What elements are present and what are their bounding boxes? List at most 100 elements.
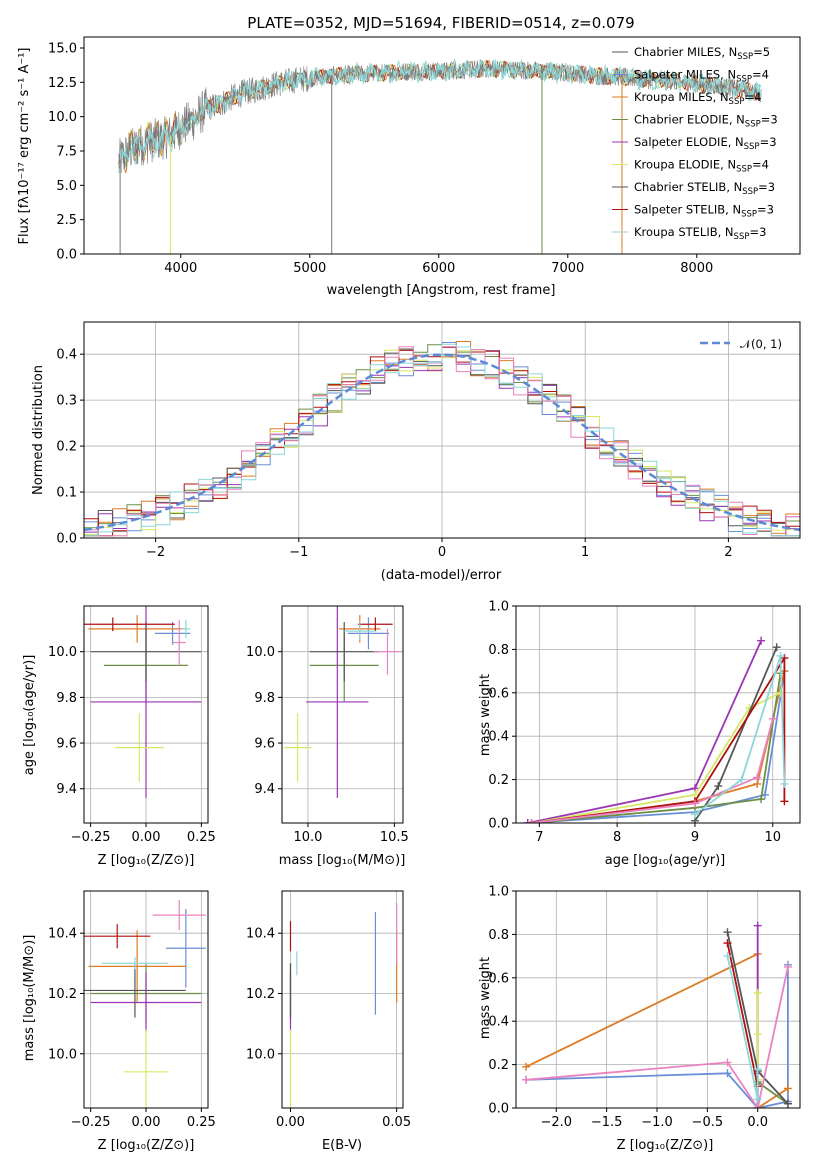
axes-frame bbox=[515, 890, 801, 1109]
plot-area bbox=[282, 891, 403, 1108]
weight-point-marker bbox=[522, 1062, 531, 1071]
y-tick-label: 15.0 bbox=[48, 41, 77, 56]
weight-vs-metallicity-panel: Z [log₁₀(Z/Z⊙)] mass weight −2.0 −1.5 −1.0… bbox=[478, 885, 801, 1153]
weight-point-marker bbox=[723, 1058, 732, 1067]
residual-histogram-step bbox=[84, 343, 800, 537]
plot-area bbox=[282, 606, 403, 823]
legend-entry: Chabrier STELIB, NSSP=3 bbox=[634, 180, 775, 197]
legend-entry: 𝒩(0, 1) bbox=[740, 337, 782, 351]
weight-series-line bbox=[526, 964, 789, 1108]
axes-frame bbox=[83, 321, 801, 539]
massZ-xlabel: Z [log₁₀(Z/Z⊙)] bbox=[98, 1138, 195, 1153]
x-tick-label: 0 bbox=[438, 545, 446, 560]
residuals-ylabel: Normed distribution bbox=[31, 365, 46, 495]
x-tick-label: 9 bbox=[691, 830, 699, 845]
y-tick-label: 0.8 bbox=[488, 643, 509, 658]
plot-area bbox=[516, 891, 800, 1108]
mass-vs-metallicity-panel: Z [log₁₀(Z/Z⊙)] mass [log₁₀(M/M⊙)] −0.25… bbox=[22, 890, 216, 1153]
x-tick-label: −0.25 bbox=[71, 830, 111, 845]
x-tick-label: 6000 bbox=[422, 261, 455, 276]
y-tick-label: 10.0 bbox=[48, 645, 77, 660]
spectrum-ylabel: Flux [fλ10⁻¹⁷ erg cm⁻² s⁻¹ A⁻¹] bbox=[17, 48, 32, 245]
y-tick-label: 10.2 bbox=[246, 987, 275, 1002]
y-tick-label: 0.4 bbox=[488, 730, 509, 745]
x-tick-label: 10 bbox=[764, 830, 781, 845]
age-vs-metallicity-panel: Z [log₁₀(Z/Z⊙)] age [log₁₀(age/yr)] −0.2… bbox=[22, 605, 216, 868]
x-tick-label: 7000 bbox=[551, 261, 584, 276]
y-tick-label: 1.0 bbox=[488, 600, 509, 615]
x-tick-label: 0.00 bbox=[132, 830, 161, 845]
weight-point-marker bbox=[783, 962, 792, 971]
weight-point-marker bbox=[523, 819, 532, 823]
weight-point-marker bbox=[753, 1095, 762, 1104]
weight-point-marker bbox=[780, 779, 789, 788]
wAge-ylabel: mass weight bbox=[478, 674, 493, 756]
y-tick-label: 5.0 bbox=[56, 179, 77, 194]
x-tick-label: −2 bbox=[146, 545, 165, 560]
x-tick-label: −2.0 bbox=[540, 1115, 572, 1130]
weight-point-marker bbox=[723, 1069, 732, 1078]
plot-area bbox=[84, 606, 208, 823]
axes-frame bbox=[83, 605, 209, 824]
y-tick-label: 0.1 bbox=[56, 486, 77, 501]
y-tick-label: 10.2 bbox=[48, 987, 77, 1002]
weight-vs-age-panel: age [log₁₀(age/yr)] mass weight 7 8 9 10 0.0… bbox=[478, 600, 801, 868]
weight-point-marker bbox=[723, 952, 732, 961]
legend-entry: Salpeter MILES, NSSP=4 bbox=[634, 68, 769, 85]
x-tick-label: −0.5 bbox=[692, 1115, 724, 1130]
y-tick-label: 9.6 bbox=[56, 737, 77, 752]
y-tick-label: 10.0 bbox=[246, 645, 275, 660]
spectrum-panel: PLATE=0352, MJD=51694, FIBERID=0514, z=0… bbox=[17, 14, 801, 298]
legend-entry: Chabrier MILES, NSSP=5 bbox=[634, 45, 770, 62]
axes-frame bbox=[83, 36, 801, 255]
wZ-xlabel: Z [log₁₀(Z/Z⊙)] bbox=[617, 1138, 714, 1153]
y-tick-label: 0.0 bbox=[488, 1102, 509, 1117]
wZ-ylabel: mass weight bbox=[478, 957, 493, 1039]
weight-point-marker bbox=[768, 714, 777, 723]
massE-xlabel: E(B-V) bbox=[322, 1138, 362, 1153]
weight-point-marker bbox=[772, 643, 781, 652]
y-tick-label: 1.0 bbox=[488, 885, 509, 900]
y-tick-label: 0.0 bbox=[56, 248, 77, 263]
y-tick-label: 12.5 bbox=[48, 76, 77, 91]
y-tick-label: 0.8 bbox=[488, 928, 509, 943]
axes-frame bbox=[83, 890, 209, 1109]
legend-entry: Salpeter ELODIE, NSSP=3 bbox=[634, 135, 777, 152]
age-vs-mass-panel: mass [log₁₀(M/M⊙)] 10.0 10.5 9.4 9.6 9.8 10.0 bbox=[246, 605, 409, 868]
weight-point-marker bbox=[757, 795, 766, 804]
y-tick-label: 9.4 bbox=[254, 782, 275, 797]
y-tick-label: 2.5 bbox=[56, 213, 77, 228]
weight-point-marker bbox=[527, 819, 536, 823]
spectrum-title: PLATE=0352, MJD=51694, FIBERID=0514, z=0… bbox=[247, 14, 634, 32]
y-tick-label: 9.8 bbox=[254, 691, 275, 706]
y-tick-label: 9.4 bbox=[56, 782, 77, 797]
residuals-xlabel: (data-model)/error bbox=[381, 568, 502, 583]
weight-point-marker bbox=[753, 1030, 762, 1039]
weight-point-marker bbox=[723, 928, 732, 937]
x-tick-label: 1 bbox=[581, 545, 589, 560]
x-tick-label: −1.5 bbox=[591, 1115, 623, 1130]
x-tick-label: −1 bbox=[289, 545, 308, 560]
axes-frame bbox=[281, 890, 404, 1109]
axes-frame bbox=[515, 605, 801, 824]
ageZ-xlabel: Z [log₁₀(Z/Z⊙)] bbox=[98, 853, 195, 868]
y-tick-label: 0.0 bbox=[488, 817, 509, 832]
x-tick-label: 4000 bbox=[164, 261, 197, 276]
y-tick-label: 0.4 bbox=[56, 348, 77, 363]
weight-point-marker bbox=[714, 782, 723, 791]
x-tick-label: 2 bbox=[724, 545, 732, 560]
weight-point-marker bbox=[757, 636, 766, 645]
weight-point-marker bbox=[753, 988, 762, 997]
weight-point-marker bbox=[690, 810, 699, 819]
legend-entry: Kroupa ELODIE, NSSP=4 bbox=[634, 158, 769, 175]
ageM-xlabel: mass [log₁₀(M/M⊙)] bbox=[279, 853, 406, 868]
x-tick-label: 10.5 bbox=[380, 830, 409, 845]
y-tick-label: 9.8 bbox=[56, 691, 77, 706]
x-tick-label: 0.25 bbox=[187, 830, 216, 845]
weight-point-marker bbox=[737, 775, 746, 784]
observed-spectrum-line bbox=[118, 59, 762, 173]
weight-series-line bbox=[527, 640, 762, 823]
weight-series-line bbox=[531, 654, 786, 823]
residual-histogram-panel: (data-model)/error Normed distribution −… bbox=[31, 321, 801, 583]
axes-frame bbox=[281, 605, 404, 824]
